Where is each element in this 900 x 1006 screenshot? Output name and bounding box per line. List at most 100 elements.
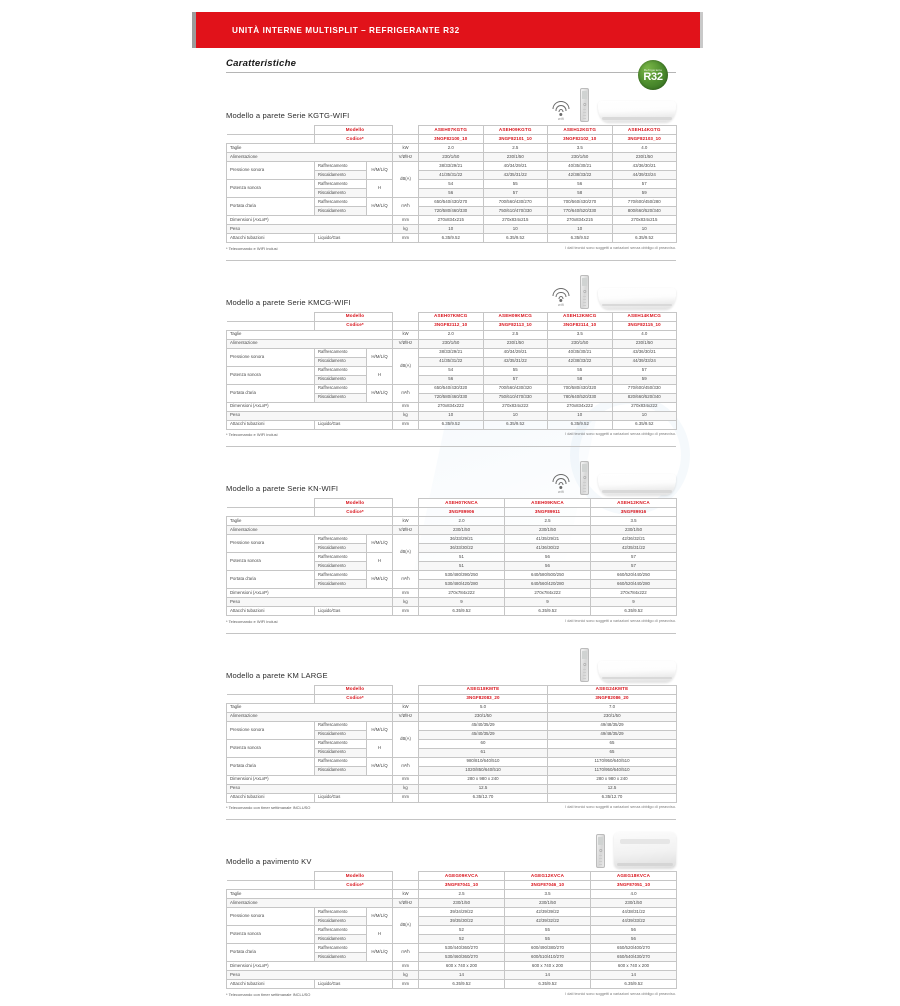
row-unit: kg	[392, 970, 419, 980]
footnote-disclaimer: I dati tecnici sono soggetti a variazion…	[565, 991, 676, 996]
page-title: Caratteristiche	[226, 58, 676, 73]
table-cell: 270x834x222	[611, 401, 677, 412]
row-unit: mm	[392, 401, 419, 412]
table-cell: 270x784x222	[590, 588, 677, 598]
row-sublabel: Liquido/Gas	[314, 979, 393, 989]
table-footnotes: * Telecomando e WIFI inclusi I dati tecn…	[226, 246, 676, 251]
table-footnotes: * Telecomando e WIFI inclusi I dati tecn…	[226, 619, 676, 624]
table-cell: 650/540/430/270	[590, 952, 677, 962]
table-cell: 6.35/9.52	[418, 979, 505, 989]
table-row-portata-riscaldamento: Riscaldamento 720/580/460/330 750/610/470…	[227, 392, 677, 403]
table-cell: 4.0	[590, 889, 677, 899]
table-cell: 270x834x215	[418, 215, 484, 225]
table-row-pressione-raffrescamento: Pressione sonora Raffrescamento H/M/L/Q …	[226, 907, 677, 944]
table-cell: 57	[611, 365, 677, 376]
table-cell: 6.35/9.52	[547, 233, 613, 243]
table-cell: 600 x 740 x 200	[590, 961, 677, 971]
section-divider	[226, 819, 676, 820]
row-mode: H	[366, 552, 393, 571]
row-mode: H/M/L/Q	[366, 756, 393, 776]
table-row-peso: Peso kg 14 14 14	[226, 970, 677, 980]
table-cell: 61	[418, 747, 548, 758]
table-cell: 42/38/33/22	[547, 356, 613, 367]
table-cell: 230/1/50	[482, 338, 548, 349]
row-sublabel: Liquido/Gas	[314, 606, 393, 616]
table-cell: ASEH09KGTG	[482, 125, 548, 135]
wifi-icon: wifi	[551, 100, 571, 122]
table-cell: 270x784x222	[504, 588, 591, 598]
table-cell: 270x834x215	[482, 215, 548, 225]
model-head: Modello a parete Serie KN-WIFI wifi	[226, 455, 676, 495]
remote-control-icon	[580, 647, 589, 682]
row-label: Alimentazione	[226, 152, 393, 162]
table-cell: 9	[590, 597, 677, 607]
row-label: Peso	[226, 970, 393, 980]
table-row-potenza-riscaldamento: Riscaldamento 51 56 57	[227, 561, 677, 571]
row-sublabel: Riscaldamento	[314, 579, 367, 589]
table-cell: 1170/950/640/510	[547, 765, 677, 776]
row-label: Attacchi tubazioni	[226, 419, 315, 430]
table-cell: 44/39/33/24	[611, 356, 677, 367]
row-unit: mm	[392, 588, 419, 598]
remote-control-icon	[580, 274, 589, 309]
table-cell: 41/35/31/22	[418, 356, 484, 367]
row-unit: kg	[392, 597, 419, 607]
table-cell: 280 x 980 x 240	[418, 774, 548, 785]
table-row-code: Codice* 3NGF82100_10 3NGF82101_10 3NGF8210…	[226, 134, 677, 144]
row-sublabel: Liquido/Gas	[314, 792, 393, 803]
row-mode: H	[366, 365, 393, 385]
table-row-alimentazione: Alimentazione V/Ø/Hz 230/1/50 230/1/50 230…	[226, 152, 677, 162]
table-cell: 700/560/430/320	[482, 383, 548, 394]
row-mode: H/M/L/Q	[366, 534, 393, 553]
table-cell: 40/34/29/21	[482, 161, 548, 171]
table-cell: 4.0	[611, 143, 677, 153]
table-row-model: Modello ASEH07KMCG ASEH09KMCG ASEH12KMCG AS…	[226, 311, 677, 322]
header-codice: Codice*	[314, 507, 393, 517]
table-cell: 3NGF89911	[504, 507, 591, 517]
row-sublabel: Riscaldamento	[314, 374, 367, 385]
row-unit: dB(A)	[392, 347, 419, 385]
row-unit: kW	[392, 702, 419, 713]
table-cell: 720/580/460/330	[418, 206, 484, 216]
table-cell: 650/540/430/270	[418, 197, 484, 207]
row-mode: H/M/L/Q	[366, 347, 393, 367]
table-cell: 2.0	[418, 516, 505, 526]
head-artwork: wifi	[551, 269, 676, 309]
row-sublabel: Riscaldamento	[314, 916, 367, 926]
header-codice: Codice*	[314, 320, 393, 331]
header-modello: Modello	[314, 311, 393, 322]
table-cell: 3.5	[504, 889, 591, 899]
footnote-disclaimer: I dati tecnici sono soggetti a variazion…	[565, 432, 676, 436]
table-cell: 41/35/29/21	[504, 534, 591, 544]
table-row-potenza-raffrescamento: Potenza sonora Raffrescamento H 54 55 56 57	[226, 179, 677, 198]
table-cell: 230/1/50	[547, 152, 613, 162]
table-cell: ASEH12KMCG	[547, 311, 613, 322]
row-sublabel: Raffrescamento	[314, 570, 367, 580]
table-cell: 9	[504, 597, 591, 607]
table-cell: 10	[547, 224, 613, 234]
table-cell: 4.0	[611, 329, 677, 340]
table-cell: 270x834x215	[547, 215, 613, 225]
table-cell: 3NGF82086_20	[547, 693, 677, 704]
model-series-title: Modello a parete Serie KN-WIFI	[226, 484, 339, 493]
row-unit: mm	[392, 792, 419, 803]
row-label: Pressione sonora	[226, 907, 315, 926]
table-cell: 230/1/50	[590, 525, 677, 535]
row-label: Peso	[226, 224, 393, 234]
row-unit: m³/h	[392, 756, 419, 776]
table-cell: 49/48/35/29	[547, 720, 677, 731]
row-mode: H	[366, 179, 393, 198]
table-cell: 2.5	[482, 143, 548, 153]
footnote-disclaimer: I dati tecnici sono soggetti a variazion…	[565, 245, 676, 250]
table-cell: 6.35/9.52	[482, 233, 548, 243]
table-cell: 600/510/410/270	[504, 952, 591, 962]
table-row-portata-raffrescamento: Portata d'aria Raffrescamento H/M/L/Q m³…	[226, 756, 677, 776]
table-cell: 3NGF82100_10	[418, 134, 484, 144]
model-head: Modello a parete Serie KGTG-WIFI wifi	[226, 82, 676, 122]
row-unit: V/Ø/Hz	[392, 711, 419, 722]
table-cell: 7.0	[547, 702, 677, 713]
table-cell: 39/35/30/22	[418, 916, 505, 926]
spec-sheet-page: UNITÀ INTERNE MULTISPLIT – REFRIGERANTE …	[192, 12, 703, 997]
row-sublabel: Raffrescamento	[314, 161, 367, 171]
